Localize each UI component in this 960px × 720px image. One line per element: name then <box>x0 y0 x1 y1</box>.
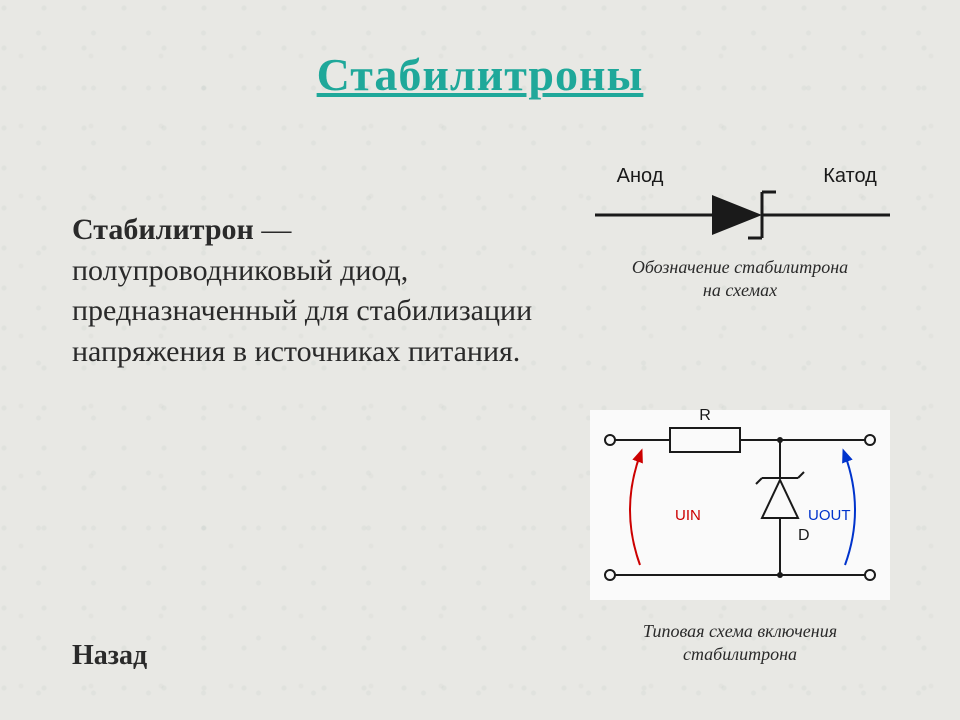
circuit-caption-l2: стабилитрона <box>683 644 797 664</box>
d-label: D <box>798 527 810 544</box>
term: Стабилитрон <box>72 213 254 246</box>
uin-label: UIN <box>675 507 701 524</box>
anode-label: Анод <box>617 165 664 187</box>
symbol-caption-l2: на схемах <box>703 280 777 300</box>
symbol-caption: Обозначение стабилитрона на схемах <box>570 256 910 301</box>
diode-triangle-icon <box>712 195 762 235</box>
symbol-caption-l1: Обозначение стабилитрона <box>632 257 848 277</box>
page-title: Стабилитроны <box>0 48 960 101</box>
cathode-label: Катод <box>823 165 877 187</box>
r-label: R <box>699 407 711 424</box>
definition-block: Стабилитрон — полупроводниковый диод, пр… <box>72 210 542 372</box>
zener-circuit-diagram: R D UIN UOUT <box>580 400 900 610</box>
circuit-caption-l1: Типовая схема включения <box>643 621 837 641</box>
back-button[interactable]: Назад <box>72 640 147 672</box>
zener-symbol-diagram: Анод Катод <box>580 160 900 250</box>
zener-symbol-block: Анод Катод Обозначение стабилитрона на с… <box>570 160 910 301</box>
circuit-block: R D UIN UOUT Типовая схема вкл <box>570 400 910 665</box>
uout-label: UOUT <box>808 507 851 524</box>
circuit-caption: Типовая схема включения стабилитрона <box>570 620 910 665</box>
